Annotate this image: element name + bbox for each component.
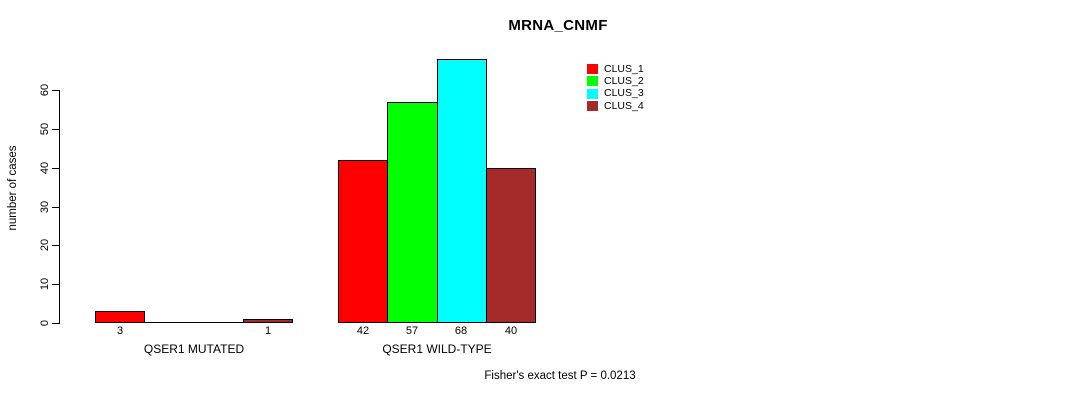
bar-value-label: 57 [405, 325, 419, 337]
legend-label: CLUS_4 [604, 99, 644, 112]
bar-clus_3-zero [194, 322, 244, 323]
bar-clus_4 [243, 319, 293, 323]
y-tick-label: 10 [39, 277, 51, 291]
y-tick-label: 60 [39, 83, 51, 97]
bar-clus_3 [437, 59, 487, 323]
y-tick-mark [52, 207, 59, 208]
legend-label: CLUS_3 [604, 87, 644, 100]
legend-swatch-icon [587, 101, 598, 112]
legend-swatch-icon [587, 88, 598, 99]
legend-swatch-icon [587, 76, 598, 87]
bar-clus_2-zero [144, 322, 195, 323]
legend-row: CLUS_1 [587, 63, 644, 75]
y-tick-mark [52, 284, 59, 285]
bar-value-label: 40 [504, 325, 518, 337]
y-tick-mark [52, 129, 59, 130]
y-tick-label: 30 [39, 200, 51, 214]
legend-label: CLUS_1 [604, 62, 644, 75]
legend-label: CLUS_2 [604, 74, 644, 87]
fisher-test-note: Fisher's exact test P = 0.0213 [484, 370, 636, 382]
legend-row: CLUS_3 [587, 88, 644, 100]
group-label: QSER1 MUTATED [143, 342, 245, 356]
legend-row: CLUS_4 [587, 100, 644, 112]
group-label: QSER1 WILD-TYPE [382, 342, 492, 356]
bar-clus_1 [95, 311, 145, 323]
y-tick-label: 40 [39, 161, 51, 175]
bar-value-label: 42 [356, 325, 370, 337]
y-axis-line [59, 90, 60, 324]
legend: CLUS_1 CLUS_2 CLUS_3 CLUS_4 [587, 63, 644, 112]
chart-title: MRNA_CNMF [508, 17, 608, 34]
y-tick-label: 50 [39, 122, 51, 136]
legend-row: CLUS_2 [587, 75, 644, 87]
y-axis-label: number of cases [7, 145, 19, 231]
bar-value-label: 1 [264, 325, 272, 337]
bar-value-label: 3 [116, 325, 124, 337]
y-tick-mark [52, 168, 59, 169]
bar-clus_4 [486, 168, 536, 323]
y-tick-mark [52, 323, 59, 324]
bar-value-label: 68 [454, 325, 468, 337]
y-tick-label: 20 [39, 238, 51, 252]
bar-clus_1 [338, 160, 388, 323]
bar-clus_2 [387, 102, 438, 323]
y-tick-label: 0 [39, 319, 51, 327]
y-tick-mark [52, 245, 59, 246]
y-tick-mark [52, 90, 59, 91]
legend-swatch-icon [587, 64, 598, 75]
